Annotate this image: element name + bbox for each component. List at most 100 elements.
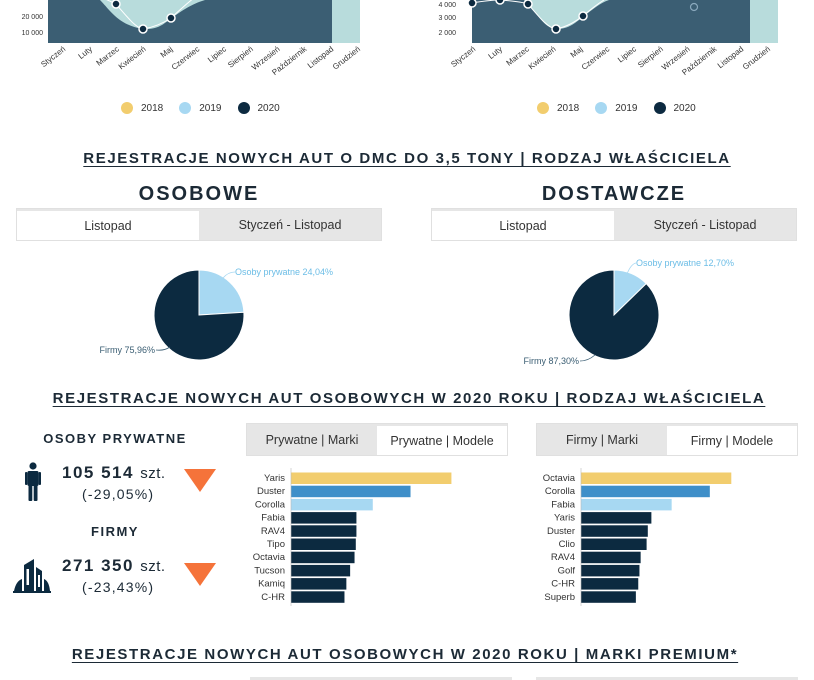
tabs-firmy: Firmy | Marki Firmy | Modele <box>536 423 798 456</box>
bar-category-label: RAV4 <box>551 552 575 563</box>
tabs-osobowe: Listopad Styczeń - Listopad <box>16 208 382 241</box>
legend-dot <box>653 102 666 114</box>
tab-styczen-listopad[interactable]: Styczeń - Listopad <box>199 209 381 240</box>
bar-category-label: Golf <box>558 565 576 576</box>
bar[interactable] <box>291 551 355 564</box>
premium-tabs-right <box>536 677 798 680</box>
pct-osoby-prywatne: (-29,05%) <box>82 486 155 502</box>
tab-styczen-listopad[interactable]: Styczeń - Listopad <box>614 209 796 240</box>
point-luty <box>495 0 505 5</box>
month-tick-label: Czerwiec <box>170 44 201 71</box>
pie-label-connector <box>222 271 236 279</box>
month-tick-label: Grudzień <box>331 44 362 71</box>
bar[interactable] <box>291 538 356 551</box>
bar-category-label: C-HR <box>261 592 285 603</box>
bar[interactable] <box>291 512 357 524</box>
ytick-label: 20 000 <box>22 14 44 21</box>
legend-label: 2020 <box>257 102 280 114</box>
pie-slice-label: Firmy 87,30% <box>523 356 579 366</box>
legend-top-right: 2018 2019 2020 <box>537 102 712 114</box>
tab-firmy-marki[interactable]: Firmy | Marki <box>537 424 667 455</box>
tab-listopad[interactable]: Listopad <box>432 209 614 240</box>
bar[interactable] <box>291 485 411 498</box>
section-title-premium: REJESTRACJE NOWYCH AUT OSOBOWYCH W 2020 … <box>0 646 812 663</box>
value-number: 271 350 <box>62 556 134 575</box>
tabs-prywatne: Prywatne | Marki Prywatne | Modele <box>246 423 508 456</box>
legend-item-2020[interactable]: 2020 <box>237 102 280 114</box>
bar-chart-firmy-modele: Octavia Corolla Fabia Yaris Duster Clio RAV4 Go… <box>543 468 732 606</box>
month-tick-label: Styczeń <box>39 44 67 69</box>
tab-listopad[interactable]: Listopad <box>17 209 199 240</box>
building-icon <box>13 559 51 593</box>
tab-prywatne-marki[interactable]: Prywatne | Marki <box>247 424 377 455</box>
pie-slice-label: Firmy 75,96% <box>99 345 155 355</box>
bar-category-label: Superb <box>544 592 575 603</box>
arrow-down-icon <box>184 469 216 492</box>
bar[interactable] <box>581 591 636 603</box>
bar[interactable] <box>291 578 347 590</box>
section-title-text: REJESTRACJE NOWYCH AUT OSOBOWYCH W 2020 … <box>71 646 739 663</box>
bar-category-label: Tipo <box>267 539 285 550</box>
pie-slice[interactable] <box>198 269 245 316</box>
bar[interactable] <box>581 498 672 511</box>
bar[interactable] <box>291 472 452 485</box>
value-unit: szt. <box>140 465 166 482</box>
bar-category-label: RAV4 <box>261 526 285 537</box>
point-maj <box>578 11 588 21</box>
area-grudzien-left <box>332 0 360 43</box>
point-maj <box>166 13 176 23</box>
point-kwiecien <box>551 24 561 34</box>
pie-slice-label: Osoby prywatne 24,04% <box>235 267 333 277</box>
section-title-text: REJESTRACJE NOWYCH AUT OSOBOWYCH W 2020 … <box>52 390 766 407</box>
legend-label: 2020 <box>673 102 696 114</box>
point-styczen <box>467 0 477 8</box>
bar[interactable] <box>581 485 710 498</box>
month-tick-label: Luty <box>487 44 504 60</box>
arrow-down-icon <box>184 563 216 586</box>
bar-category-label: Corolla <box>255 499 286 510</box>
bar[interactable] <box>581 578 639 590</box>
month-tick-label: Listopad <box>306 44 335 70</box>
top-right-area-chart: 4 000 3 000 2 000 Styczeń Luty MarzecKwiec… <box>438 0 778 77</box>
value-number: 105 514 <box>62 463 134 482</box>
bar[interactable] <box>291 564 351 577</box>
value-firmy: 271 350 szt. <box>62 556 166 576</box>
bar-category-label: Kamiq <box>258 579 285 590</box>
pie-slice[interactable] <box>568 269 660 361</box>
bar-category-label: Octavia <box>253 552 286 563</box>
bar-category-label: Yaris <box>264 473 285 484</box>
legend-item-2019[interactable]: 2019 <box>179 102 222 114</box>
point-marzec <box>523 0 533 9</box>
pie-label-connector <box>579 354 596 362</box>
tab-firmy-modele[interactable]: Firmy | Modele <box>667 424 797 455</box>
bar[interactable] <box>581 512 652 524</box>
section-title-dmc: REJESTRACJE NOWYCH AUT O DMC DO 3,5 TONY… <box>0 150 814 167</box>
bar[interactable] <box>581 472 732 485</box>
month-tick-label: Listopad <box>716 44 745 70</box>
bar-category-label: Fabia <box>551 499 575 510</box>
pct-firmy: (-23,43%) <box>82 579 155 595</box>
legend-label: 2019 <box>615 102 638 114</box>
tab-prywatne-modele[interactable]: Prywatne | Modele <box>377 424 507 455</box>
legend-item-2018[interactable]: 2018 <box>537 102 579 114</box>
month-tick-label: Maj <box>569 44 585 59</box>
month-tick-label: Maj <box>159 44 175 59</box>
bar[interactable] <box>581 525 648 537</box>
bar[interactable] <box>581 564 640 577</box>
legend-item-2019[interactable]: 2019 <box>595 102 638 114</box>
legend-label: 2018 <box>141 102 164 114</box>
bar[interactable] <box>291 498 373 511</box>
legend-item-2020[interactable]: 2020 <box>653 102 696 114</box>
bar[interactable] <box>581 551 641 564</box>
bar[interactable] <box>291 591 345 603</box>
bar[interactable] <box>581 538 647 551</box>
legend-top-left: 2018 2019 2020 <box>121 102 296 114</box>
legend-dot <box>237 102 250 114</box>
legend-item-2018[interactable]: 2018 <box>121 102 163 114</box>
bar-category-label: C-HR <box>551 579 575 590</box>
pie-dostawcze: Osoby prywatne 12,70% Firmy 87,30% <box>523 258 734 366</box>
bar[interactable] <box>291 525 357 537</box>
month-tick-label: Styczeń <box>449 44 477 69</box>
area-2019-right <box>524 0 609 29</box>
tabs-dostawcze: Listopad Styczeń - Listopad <box>431 208 797 241</box>
